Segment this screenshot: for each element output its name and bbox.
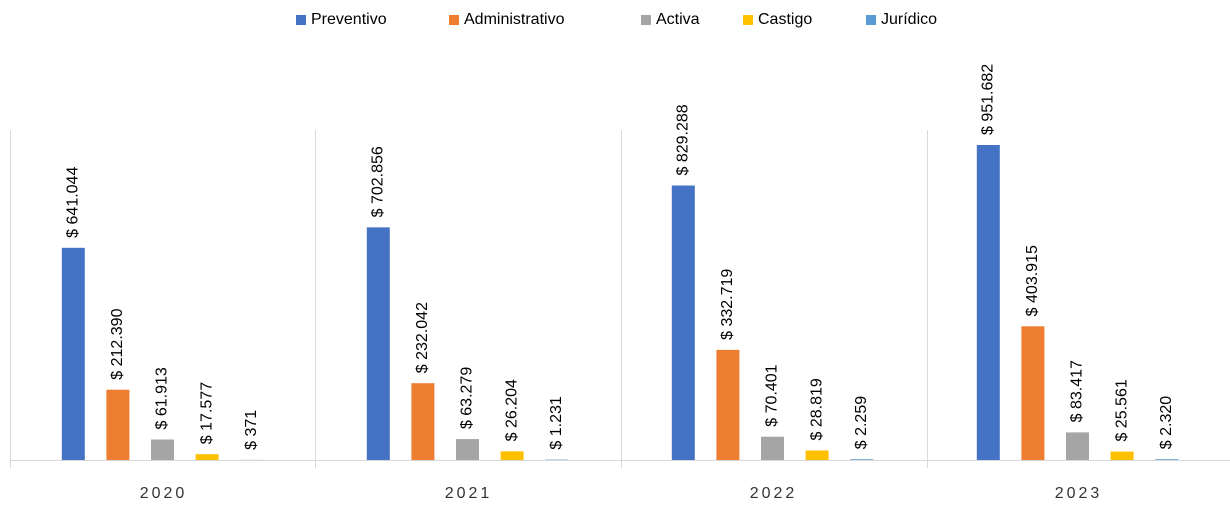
data-label: $ 70.401 [764, 364, 781, 426]
bar [1066, 432, 1089, 460]
bar [1110, 451, 1134, 460]
data-label: $ 232.042 [414, 302, 431, 373]
bar [850, 459, 874, 460]
bar [976, 145, 1000, 460]
bar [456, 439, 479, 460]
data-label: $ 2.320 [1158, 396, 1175, 449]
bar [761, 436, 784, 460]
bar [61, 247, 85, 460]
data-label: $ 403.915 [1024, 245, 1041, 316]
x-tick-label: 2023 [1055, 485, 1103, 502]
data-label: $ 17.577 [198, 382, 215, 444]
data-label: $ 371 [243, 410, 260, 450]
legend-swatch [866, 15, 876, 25]
legend-label: Administrativo [464, 11, 565, 28]
legend-swatch [641, 15, 651, 25]
data-label: $ 26.204 [503, 379, 520, 441]
data-label: $ 28.819 [808, 378, 825, 440]
bar [805, 450, 829, 460]
data-label: $ 61.913 [154, 367, 171, 429]
legend-label: Preventivo [311, 11, 387, 28]
data-label: $ 332.719 [719, 269, 736, 340]
bar [195, 454, 219, 460]
bar [106, 389, 130, 460]
data-label: $ 83.417 [1069, 360, 1086, 422]
x-tick-label: 2022 [750, 485, 798, 502]
legend-label: Castigo [758, 11, 812, 28]
bar [1021, 326, 1045, 460]
data-label: $ 212.390 [109, 308, 126, 379]
bar [1155, 459, 1179, 460]
x-tick-label: 2021 [445, 485, 493, 502]
data-label: $ 951.682 [980, 64, 997, 135]
legend-label: Activa [656, 11, 700, 28]
bar [716, 349, 740, 460]
data-label: $ 829.288 [675, 104, 692, 175]
data-label: $ 2.259 [853, 396, 870, 449]
data-label: $ 63.279 [459, 367, 476, 429]
legend-swatch [743, 15, 753, 25]
x-tick-label: 2020 [140, 485, 188, 502]
bar [411, 383, 435, 460]
data-label: $ 1.231 [548, 396, 565, 449]
bar [500, 451, 524, 460]
data-label: $ 641.044 [65, 167, 82, 238]
bar [151, 439, 174, 460]
bar [671, 185, 695, 461]
legend-label: Jurídico [881, 11, 937, 28]
data-label: $ 25.561 [1113, 379, 1130, 441]
legend-swatch [449, 15, 459, 25]
legend-swatch [296, 15, 306, 25]
data-label: $ 702.856 [370, 146, 387, 217]
bar [366, 227, 390, 460]
